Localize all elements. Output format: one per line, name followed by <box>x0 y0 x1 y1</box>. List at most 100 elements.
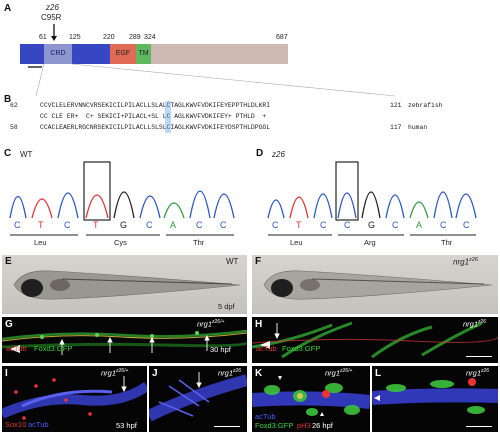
panel-h-image <box>252 317 498 363</box>
c-peak-c4 <box>189 190 211 219</box>
k-allele: z26/+ <box>340 368 353 374</box>
c-chromatogram <box>9 161 235 221</box>
domain-tm <box>136 44 151 64</box>
i-stain-1: Sox10 <box>5 420 27 429</box>
panel-e-image <box>2 255 247 314</box>
c-base-9: C <box>220 220 227 230</box>
panel-c-label: C <box>4 148 12 159</box>
h-genotype: nrg1z26 <box>463 319 486 329</box>
c-codon-lines <box>10 234 234 236</box>
g-gene: nrg1 <box>197 319 213 329</box>
h-scalebar <box>466 356 492 358</box>
pos-125: 125 <box>69 34 81 41</box>
seq-zebrafish: CCVCLELERVNNCVRSEKICILPILACLLSLALCTAGLKW… <box>40 102 271 109</box>
c-base-7: A <box>170 220 177 230</box>
k-stain-1: acTub <box>255 412 276 421</box>
d-base-6: C <box>392 220 399 230</box>
l-genotype: nrg1z26 <box>466 368 489 378</box>
g-stain-1: acTub <box>6 344 27 353</box>
c-mutation-box <box>83 161 111 221</box>
d-mutation-box <box>335 161 359 221</box>
panel-f-label: F <box>255 256 262 267</box>
panel-f-image <box>252 255 498 314</box>
domain-tail <box>151 44 288 64</box>
species-human: human <box>408 124 428 131</box>
crd-label: CRD <box>50 50 66 57</box>
d-base-4: C <box>344 220 351 230</box>
species-zebrafish: zebrafish <box>408 102 443 109</box>
tm-label: TM <box>138 50 149 57</box>
f-gene: nrg1 <box>453 257 470 267</box>
panel-k-label: K <box>255 368 263 379</box>
i-stage: 53 hpf <box>116 421 137 430</box>
d-title: z26 <box>272 150 285 159</box>
k-stain-2: Foxd3:GFP <box>255 421 294 430</box>
domain-egf <box>110 44 136 64</box>
i-allele: z26/+ <box>116 368 129 374</box>
domain-diagram <box>20 24 396 97</box>
seq-consensus: CC CLE ER+ C+ SEKICI+PILACL+SL LC AGLKWV… <box>40 113 267 120</box>
seq-start-hs: 58 <box>10 124 18 131</box>
egf-label: EGF <box>115 50 131 57</box>
c-peak-t1 <box>31 198 53 219</box>
c-title: WT <box>20 150 33 159</box>
panel-b-label: B <box>4 94 12 105</box>
c-base-1: C <box>14 220 21 230</box>
zoom-line-left <box>35 63 45 97</box>
g-genotype: nrg1z26/+ <box>197 319 224 329</box>
mutation-name: z26 <box>46 3 59 12</box>
seq-end-hs: 117 <box>390 124 402 131</box>
seq-human: CCACLEAERLRGCNRSEKICILPILACLLSLSLCIAGLKW… <box>40 124 271 131</box>
d-base-5: G <box>368 220 376 230</box>
d-codon-1: Leu <box>290 238 303 247</box>
mutation-site: C95R <box>41 13 62 22</box>
domain-blue-mid <box>72 44 110 64</box>
i-fluorescence <box>2 376 147 420</box>
panel-g-label: G <box>5 319 13 330</box>
c-peak-c5 <box>213 193 235 219</box>
j-scalebar <box>214 426 240 428</box>
f-genotype: nrg1z26 <box>453 257 478 267</box>
c-codon-1: Leu <box>34 238 47 247</box>
d-peak-c1 <box>267 199 285 219</box>
pos-220: 220 <box>103 34 115 41</box>
k-genotype: nrg1z26/+ <box>325 368 352 378</box>
g-allele: z26/+ <box>212 319 225 325</box>
panel-e-label: E <box>5 256 12 267</box>
d-peak-c6 <box>455 193 477 219</box>
c-base-6: C <box>146 220 153 230</box>
pos-324: 324 <box>144 34 156 41</box>
d-peak-c3 <box>337 192 357 219</box>
c-peak-c3 <box>139 195 161 219</box>
panel-g-image <box>2 317 247 363</box>
pos-687: 687 <box>276 34 288 41</box>
c-codon-2: Cys <box>114 238 127 247</box>
c-peak-g <box>113 191 135 219</box>
e-stage: 5 dpf <box>218 302 235 311</box>
d-chromatogram <box>267 161 477 221</box>
d-base-row: C T C C G C A C C <box>250 220 500 232</box>
panel-i-label: I <box>5 368 8 379</box>
panel-k-image <box>252 366 370 432</box>
c-base-4: T <box>93 220 99 230</box>
l-scalebar <box>466 426 492 428</box>
d-peak-c5 <box>433 191 453 219</box>
panel-l-label: L <box>375 368 382 379</box>
conserved-cys-highlight <box>165 101 171 133</box>
d-base-7: A <box>416 220 423 230</box>
panel-j-image <box>149 366 247 432</box>
larva-mutant-drawing <box>263 270 493 300</box>
c-peak-a <box>163 202 185 219</box>
d-base-8: C <box>440 220 447 230</box>
pos-61: 61 <box>39 34 47 41</box>
c-codon-3: Thr <box>193 238 205 247</box>
d-peak-c2 <box>313 193 333 219</box>
c-peak-c2 <box>57 192 79 219</box>
zoom-line-right <box>71 63 396 97</box>
h-gene: nrg1 <box>463 319 479 329</box>
f-allele: z26 <box>469 257 478 263</box>
c-base-row: C T C T G C A C C <box>0 220 250 232</box>
pos-289: 289 <box>129 34 141 41</box>
c-peak-t2 <box>85 194 109 219</box>
d-base-3: C <box>320 220 327 230</box>
